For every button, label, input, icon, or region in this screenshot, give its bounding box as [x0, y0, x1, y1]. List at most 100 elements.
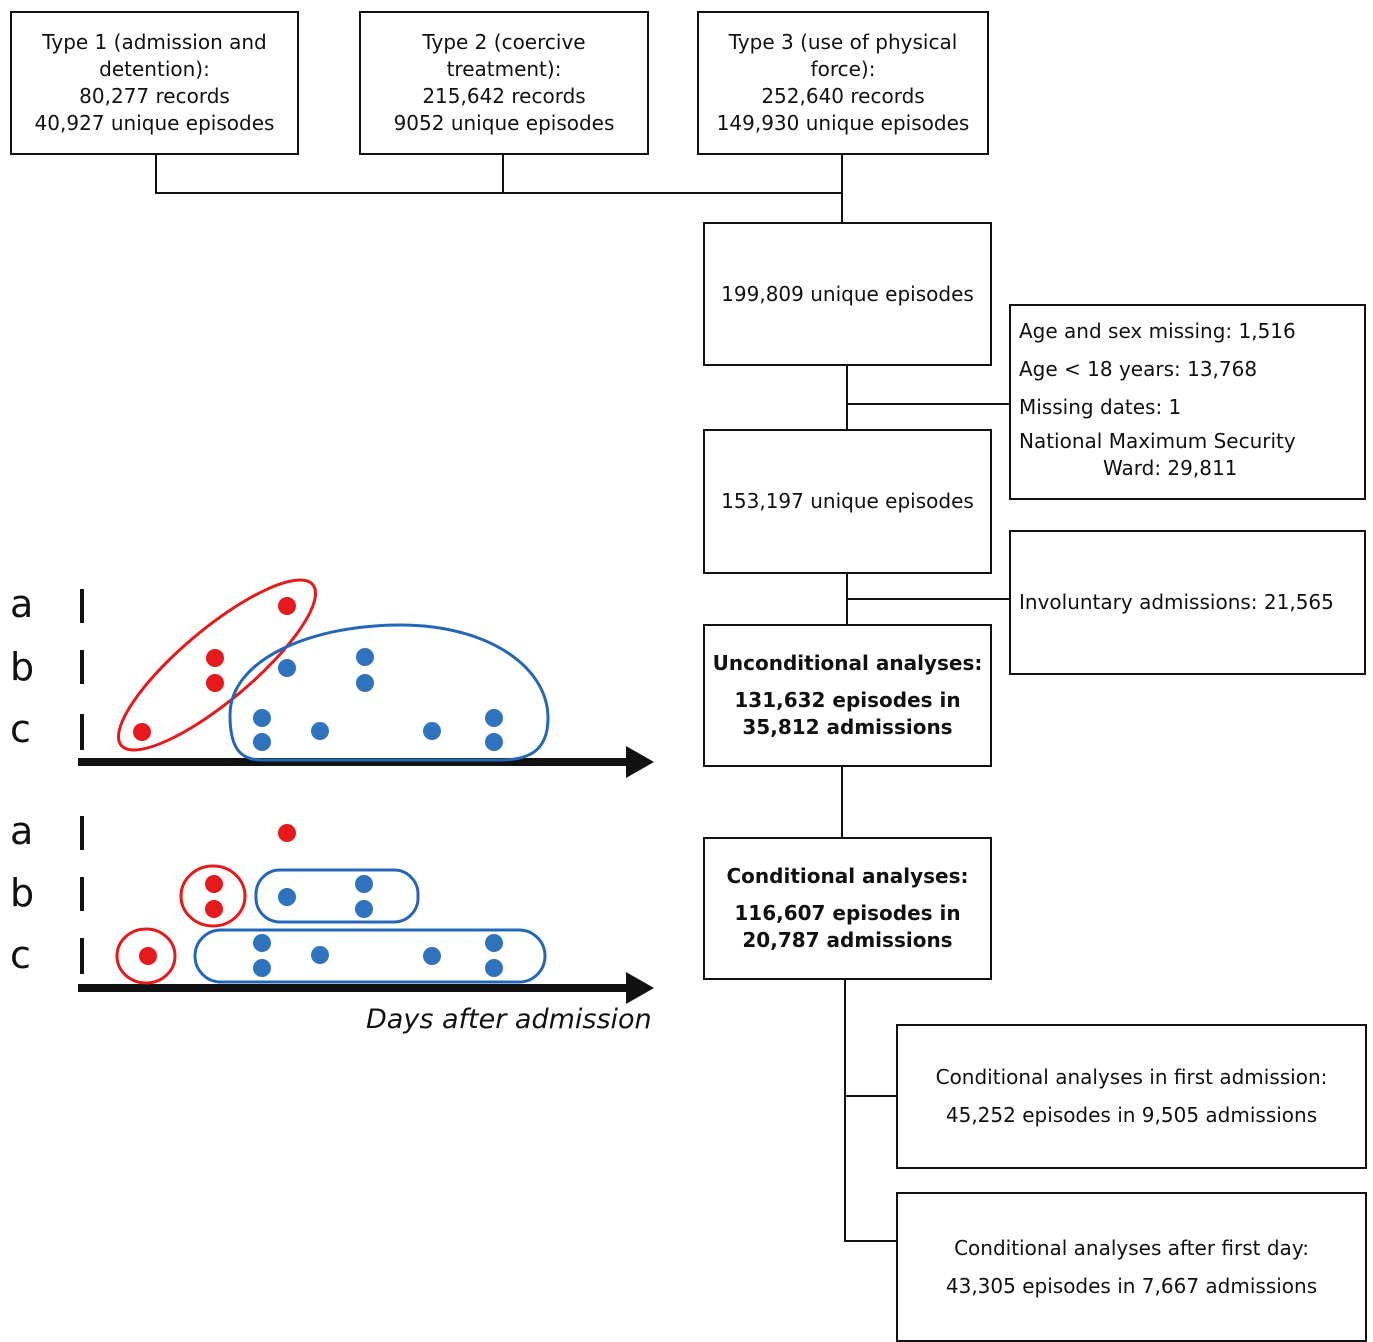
row-label-c-bottom: c — [10, 933, 31, 977]
unconditional-admissions: 35,812 admissions — [742, 715, 953, 739]
blue-episode-ring — [254, 868, 420, 924]
red-episode-ring — [116, 578, 318, 752]
blue-dot — [311, 722, 329, 740]
source-box-type3: Type 3 (use of physical force): 252,640 … — [697, 11, 989, 155]
time-axis-arrow-top — [626, 746, 654, 778]
exclusion-line: Age < 18 years: 13,768 — [1019, 357, 1258, 381]
connector — [846, 403, 1012, 405]
red-dot — [139, 947, 157, 965]
blue-dot — [423, 722, 441, 740]
source-box-type1: Type 1 (admission and detention): 80,277… — [10, 11, 299, 155]
blue-dot — [253, 934, 271, 952]
connector — [846, 598, 1012, 600]
blue-dot — [356, 674, 374, 692]
box-line: 9052 unique episodes — [393, 111, 615, 135]
exclusion-box-2: Involuntary admissions: 21,565 — [1009, 530, 1366, 675]
blue-dot — [253, 959, 271, 977]
exclusion-line: Involuntary admissions: 21,565 — [1019, 590, 1334, 614]
exclusion-line: Ward: 29,811 — [1103, 456, 1238, 480]
connector — [841, 765, 843, 839]
red-dot — [278, 824, 296, 842]
merged-box: 199,809 unique episodes — [703, 222, 992, 366]
connector — [841, 154, 843, 222]
connector — [155, 192, 843, 194]
box-line: 40,927 unique episodes — [34, 111, 275, 135]
blue-dot — [423, 947, 441, 965]
exclusion-line: Age and sex missing: 1,516 — [1019, 319, 1296, 343]
red-dot — [206, 649, 224, 667]
box-line: 252,640 records — [761, 84, 925, 108]
blue-dot — [485, 959, 503, 977]
blue-dot — [356, 648, 374, 666]
box-line: Type 1 (admission and — [42, 30, 267, 54]
exclusion-box-1: Age and sex missing: 1,516 Age < 18 year… — [1009, 304, 1366, 500]
conditional-episodes: 116,607 episodes in — [734, 901, 961, 925]
blue-dot — [278, 659, 296, 677]
conditional-after-detail: 43,305 episodes in 7,667 admissions — [945, 1273, 1318, 1298]
red-dot — [206, 674, 224, 692]
blue-episode-ring — [228, 623, 550, 762]
blue-dot — [253, 733, 271, 751]
row-label-a-top: a — [10, 582, 34, 626]
blue-dot — [485, 934, 503, 952]
red-dot — [205, 900, 223, 918]
red-dot — [205, 875, 223, 893]
box-line: treatment): — [446, 57, 562, 81]
blue-episode-ring — [193, 928, 547, 984]
row-label-a-bottom: a — [10, 809, 34, 853]
unconditional-box: Unconditional analyses: 131,632 episodes… — [703, 624, 992, 767]
blue-dot — [311, 946, 329, 964]
blue-dot — [485, 733, 503, 751]
box-line: 80,277 records — [79, 84, 230, 108]
time-axis-top — [78, 758, 628, 766]
blue-dot — [485, 709, 503, 727]
blue-dot — [355, 900, 373, 918]
conditional-first-admission-box: Conditional analyses in first admission:… — [896, 1024, 1367, 1169]
blue-dot — [253, 709, 271, 727]
connector — [844, 1095, 898, 1097]
box-line: Type 2 (coercive — [422, 30, 586, 54]
source-box-type2: Type 2 (coercive treatment): 215,642 rec… — [359, 11, 649, 155]
time-axis-arrow-bottom — [626, 972, 654, 1004]
conditional-first-title: Conditional analyses in first admission: — [935, 1065, 1328, 1089]
after-exclusion-count: 153,197 unique episodes — [721, 489, 974, 513]
unconditional-title: Unconditional analyses: — [712, 651, 983, 675]
merged-count: 199,809 unique episodes — [721, 281, 974, 306]
conditional-first-detail: 45,252 episodes in 9,505 admissions — [945, 1103, 1318, 1127]
box-line: force): — [810, 57, 876, 81]
blue-dot — [278, 888, 296, 906]
bottom-blue-dots — [253, 875, 503, 977]
red-dot — [278, 597, 296, 615]
time-axis-bottom — [78, 984, 628, 992]
conditional-box: Conditional analyses: 116,607 episodes i… — [703, 837, 992, 980]
red-dot — [133, 723, 151, 741]
connector — [502, 154, 504, 193]
box-line: 149,930 unique episodes — [716, 111, 970, 135]
row-label-c-top: c — [10, 707, 31, 751]
red-episode-ring — [179, 864, 247, 928]
conditional-admissions: 20,787 admissions — [742, 928, 953, 952]
top-red-dots — [133, 597, 296, 741]
blue-dot — [355, 875, 373, 893]
red-episode-ring — [115, 927, 177, 985]
conditional-after-first-day-box: Conditional analyses after first day: 43… — [896, 1192, 1367, 1342]
bottom-red-dots — [139, 824, 296, 965]
after-exclusion-box: 153,197 unique episodes — [703, 429, 992, 574]
exclusion-line: Missing dates: 1 — [1019, 395, 1182, 419]
connector — [844, 1240, 898, 1242]
box-line: 215,642 records — [422, 84, 586, 108]
connector — [846, 364, 848, 430]
top-blue-dots — [253, 648, 503, 751]
conditional-after-title: Conditional analyses after first day: — [954, 1235, 1309, 1260]
row-label-b-top: b — [10, 645, 35, 689]
connector — [155, 154, 157, 193]
box-line: Type 3 (use of physical — [728, 30, 958, 54]
row-label-b-bottom: b — [10, 871, 35, 915]
axis-title: Days after admission — [366, 1004, 652, 1035]
connector — [844, 978, 846, 1242]
conditional-title: Conditional analyses: — [726, 864, 969, 888]
exclusion-line: National Maximum Security — [1019, 429, 1296, 453]
timeline-illustration — [78, 578, 654, 1004]
box-line: detention): — [99, 57, 210, 81]
unconditional-episodes: 131,632 episodes in — [734, 688, 961, 712]
